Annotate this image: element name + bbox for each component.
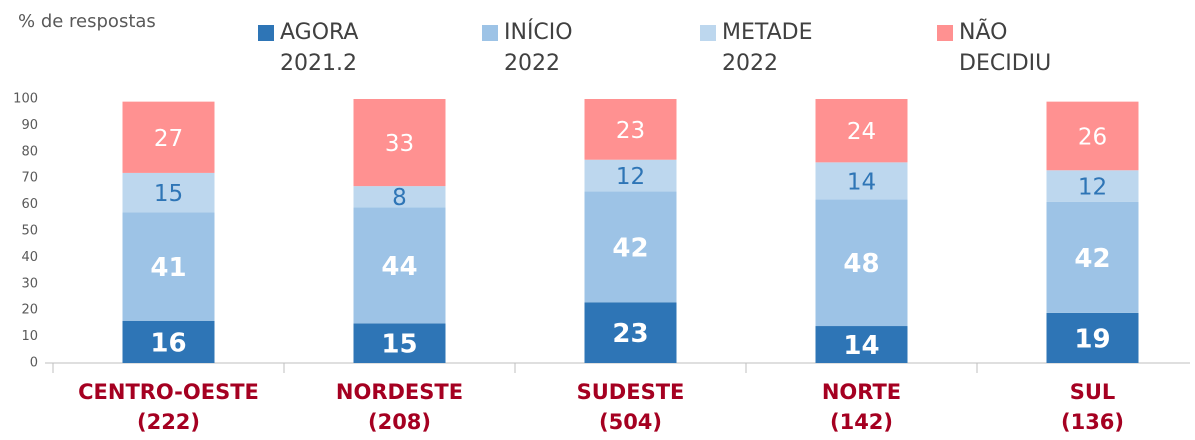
bar-segment [1046, 170, 1139, 202]
y-tick-label: 70 [21, 171, 38, 186]
bar-segment [584, 159, 677, 192]
y-tick-label: 60 [21, 197, 38, 212]
data-label: 14 [843, 331, 879, 361]
legend-label: METADE 2022 [722, 20, 813, 76]
data-label: 24 [847, 119, 876, 145]
data-label: 42 [1074, 244, 1110, 274]
data-label: 44 [381, 252, 417, 282]
data-label: 16 [150, 328, 186, 358]
data-label: 15 [154, 181, 183, 207]
bar-segment [122, 172, 215, 213]
bar-segment [815, 162, 908, 200]
bar-segment [1046, 201, 1139, 313]
data-label: 41 [150, 253, 186, 283]
y-tick-label: 0 [30, 356, 38, 371]
legend-label: AGORA 2021.2 [280, 20, 358, 76]
bar-segment [584, 191, 677, 303]
data-label: 23 [612, 319, 648, 349]
y-axis-label: % de respostas [18, 11, 156, 32]
bar-segment [1046, 101, 1139, 171]
bar-segment [353, 99, 446, 187]
data-label: 42 [612, 233, 648, 263]
data-label: 12 [616, 164, 645, 190]
bar-segment [584, 99, 677, 160]
y-tick-label: 90 [21, 118, 38, 133]
bar-segment [815, 326, 908, 363]
bar-segment [815, 99, 908, 163]
legend-swatch [482, 25, 498, 41]
data-label: 27 [154, 126, 183, 152]
bar-segment [122, 101, 215, 173]
legend-label: NÃO DECIDIU [959, 18, 1051, 76]
bar-segment [584, 302, 677, 363]
bar-segment [122, 212, 215, 321]
y-tick-label: 20 [21, 303, 38, 318]
x-tick-label: NORDESTE (208) [336, 380, 463, 434]
x-tick-label: CENTRO-OESTE (222) [78, 380, 259, 434]
legend-swatch [700, 25, 716, 41]
data-label: 19 [1074, 324, 1110, 354]
bar-segment [353, 186, 446, 208]
x-tick-label: NORTE (142) [822, 380, 901, 434]
bar-segment [122, 320, 215, 363]
y-tick-label: 40 [21, 250, 38, 265]
bar-segment [815, 199, 908, 327]
bar-segment [353, 323, 446, 363]
y-tick-label: 100 [13, 92, 38, 107]
y-tick-label: 30 [21, 276, 38, 291]
legend-swatch [258, 25, 274, 41]
data-label: 48 [843, 249, 879, 279]
y-tick-label: 80 [21, 144, 38, 159]
data-label: 14 [847, 169, 876, 195]
data-label: 26 [1078, 124, 1107, 150]
y-tick-label: 10 [21, 329, 38, 344]
legend-swatch [937, 25, 953, 41]
bar-segment [353, 207, 446, 324]
legend-label: INÍCIO 2022 [504, 19, 573, 76]
bar-segment [1046, 312, 1139, 363]
data-label: 15 [381, 330, 417, 360]
y-tick-label: 50 [21, 224, 38, 239]
x-tick-label: SUDESTE (504) [577, 380, 685, 434]
data-label: 23 [616, 118, 645, 144]
data-label: 8 [392, 185, 407, 211]
data-label: 12 [1078, 175, 1107, 201]
data-label: 33 [385, 131, 414, 157]
x-tick-label: SUL (136) [1061, 380, 1124, 434]
